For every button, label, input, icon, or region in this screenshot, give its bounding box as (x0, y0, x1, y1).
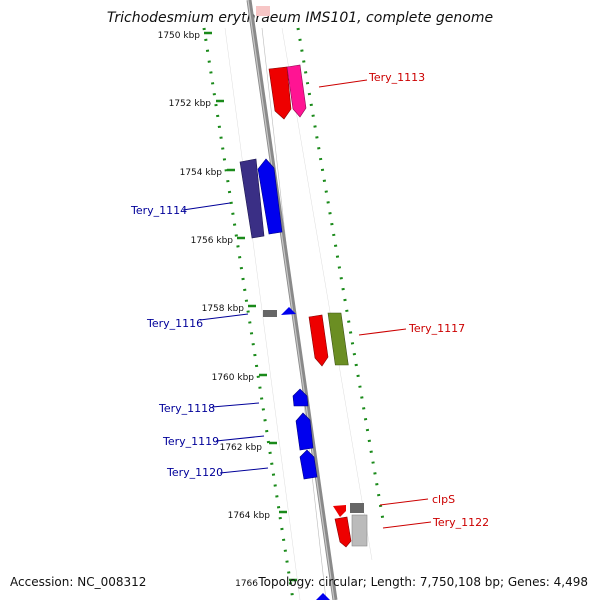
gene-label-tery-1113[interactable]: Tery_1113 (368, 71, 425, 84)
label-connector (182, 202, 231, 211)
gene-label-tery-1122[interactable]: Tery_1122 (432, 516, 489, 529)
tick-group: 1750 kbp 1752 kbp 1754 kbp 1756 kbp 1758… (158, 31, 297, 589)
tick-label: 1766 (235, 579, 258, 589)
tick-label: 1762 kbp (220, 443, 263, 453)
gene-label-tery-1116[interactable]: Tery_1116 (146, 317, 203, 330)
gene-tery-1118-blue-arrow[interactable] (292, 388, 309, 407)
tick-label: 1760 kbp (212, 373, 255, 383)
gene-tery-1119-blue-arrow[interactable] (295, 412, 314, 451)
label-connector (199, 313, 249, 321)
gene-tery-1122-grey-block[interactable] (351, 514, 368, 547)
accession-text: Accession: NC_008312 (10, 575, 146, 589)
gene-tery-1122-red-arrow[interactable] (334, 516, 352, 548)
genome-axis-highlight (247, 0, 335, 600)
label-connector (211, 402, 260, 408)
gene-tery-1114-navy-block[interactable] (239, 158, 265, 239)
topology-summary: Topology: circular; Length: 7,750,108 bp… (257, 575, 588, 589)
genome-axis (246, 0, 338, 600)
label-connector (379, 498, 429, 506)
gene-label-tery-1118[interactable]: Tery_1118 (158, 402, 215, 415)
label-connector (215, 435, 265, 442)
gene-clps-red-arrow[interactable] (333, 505, 346, 517)
tick-label: 1758 kbp (202, 304, 245, 314)
label-connector (358, 328, 407, 336)
label-connector (382, 521, 432, 529)
label-connector (318, 79, 368, 88)
tick-label: 1756 kbp (191, 236, 234, 246)
gene-tery-1113-red-arrow[interactable] (268, 66, 292, 120)
gene-clps-grey-block[interactable] (350, 503, 364, 513)
gene-label-tery-1119[interactable]: Tery_1119 (162, 435, 219, 448)
gene-tery-1120-blue-arrow[interactable] (299, 449, 318, 480)
gene-tery-1116-grey-block[interactable] (263, 310, 277, 317)
genome-title: Trichodesmium erythraeum IMS101, complet… (107, 10, 493, 26)
tick-label: 1754 kbp (180, 168, 223, 178)
label-connector (219, 467, 269, 474)
gene-tery-1117-olive-block[interactable] (327, 312, 349, 366)
gene-tery-1117-red-arrow[interactable] (308, 314, 329, 367)
gene-label-tery-1120[interactable]: Tery_1120 (166, 466, 223, 479)
feature-top-partial (256, 6, 270, 16)
tick-label: 1752 kbp (169, 99, 212, 109)
outer-ring-edge (281, 27, 373, 561)
gene-tery-1116-blue-arrow[interactable] (281, 307, 296, 315)
tick-label: 1750 kbp (158, 31, 201, 41)
gene-label-clps[interactable]: clpS (432, 493, 455, 506)
gene-label-tery-1117[interactable]: Tery_1117 (408, 322, 465, 335)
gene-tery-1114-blue-arrow[interactable] (257, 158, 283, 235)
gene-bottom-partial (316, 593, 330, 600)
inner-ring-edge (224, 27, 301, 600)
gene-tery-1113-pink-arrow[interactable] (286, 64, 307, 118)
tick-label: 1764 kbp (228, 511, 271, 521)
gene-label-tery-1114[interactable]: Tery_1114 (130, 204, 187, 217)
